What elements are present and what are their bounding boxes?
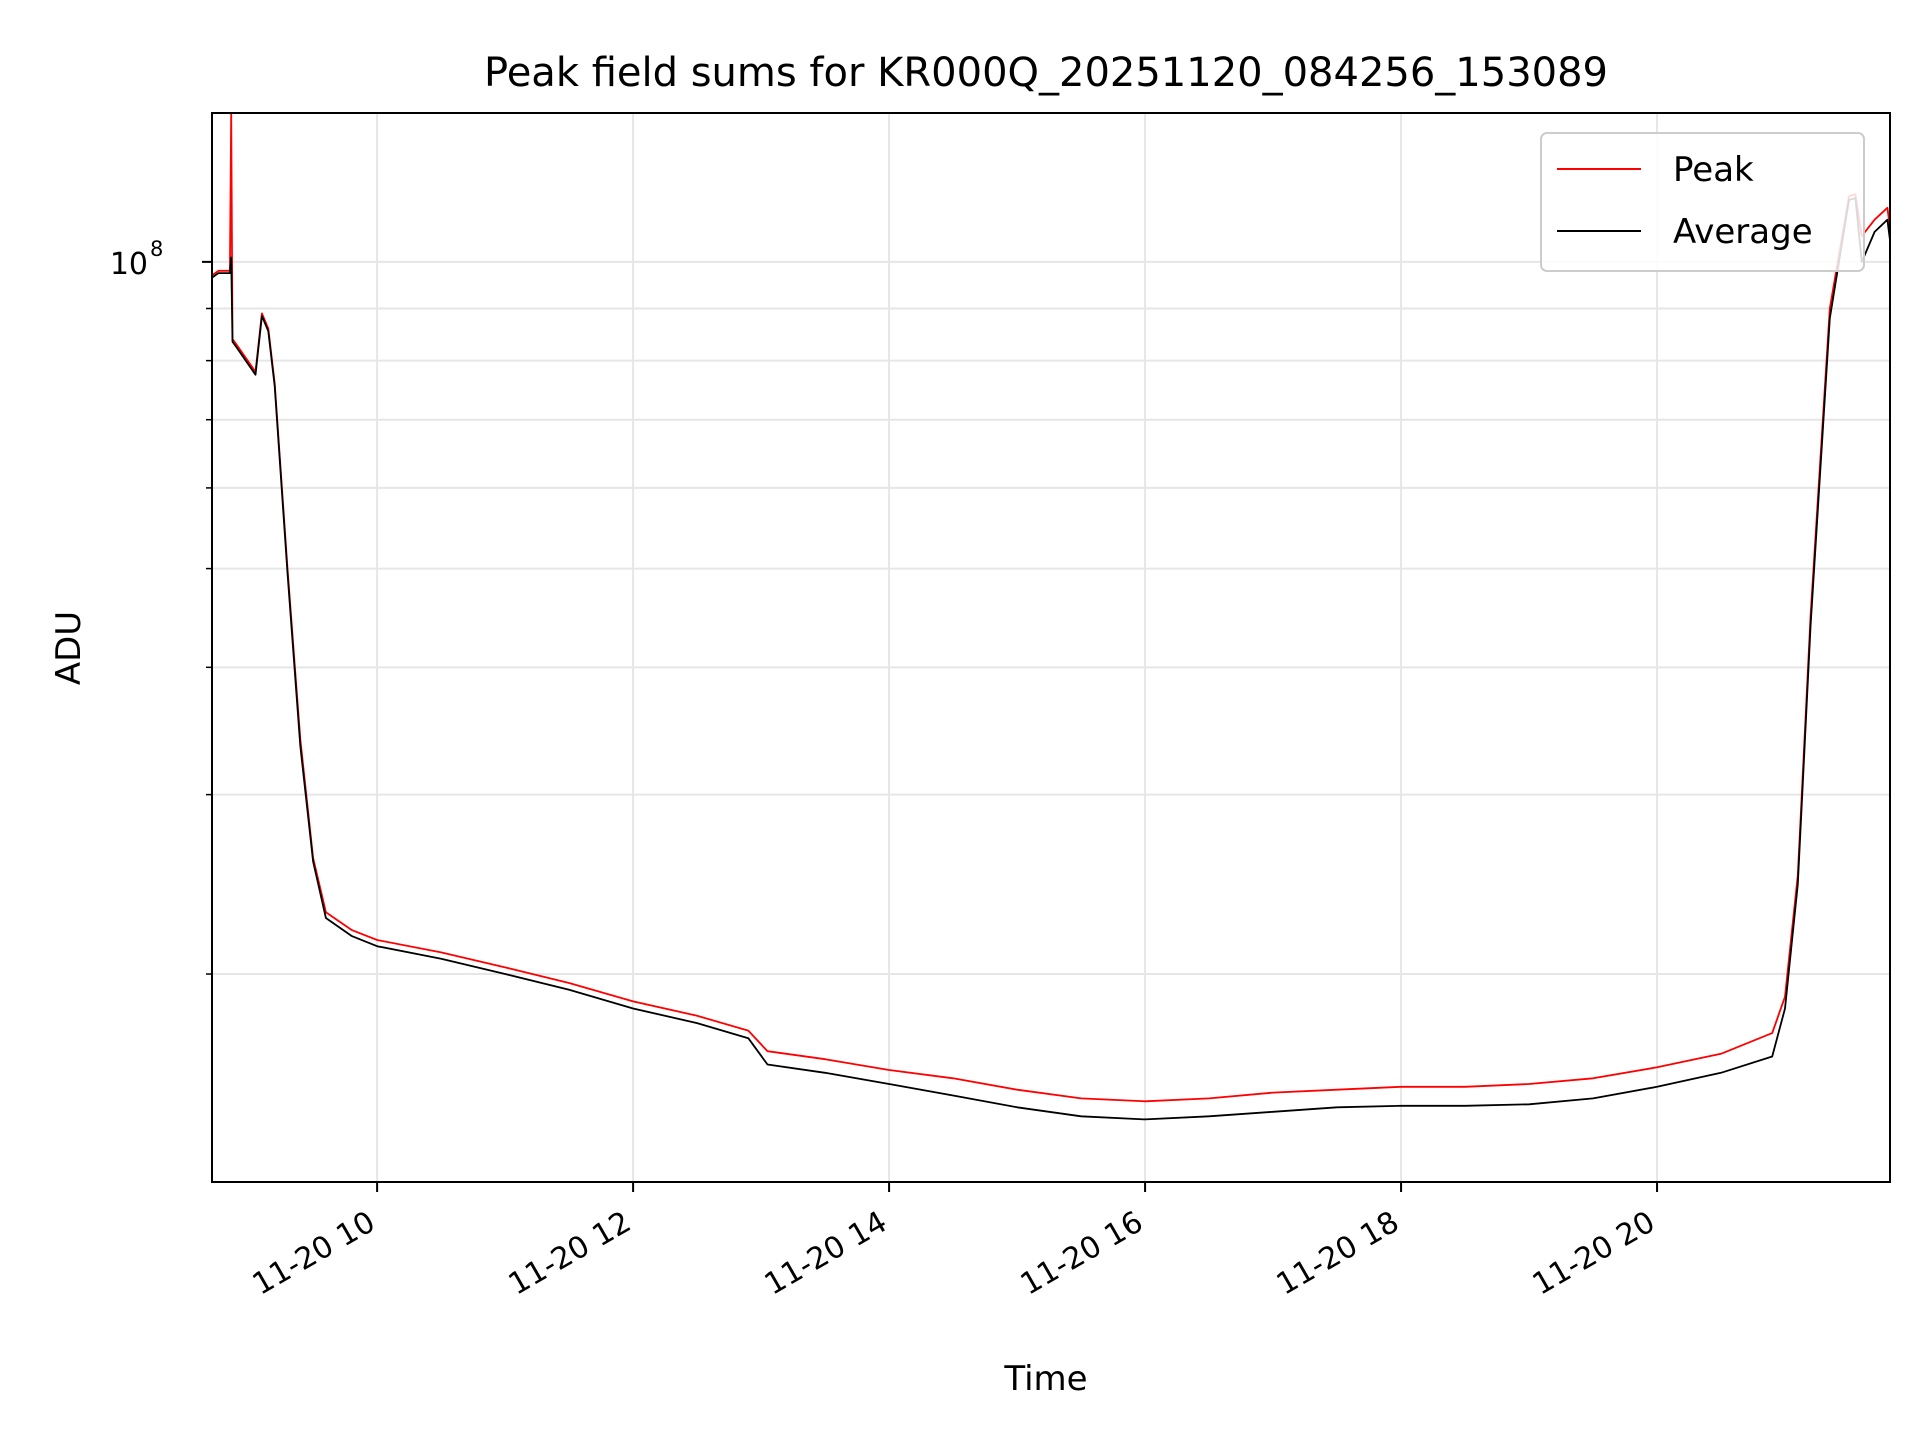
y-axis-label: ADU	[49, 611, 89, 685]
average-series-line	[212, 197, 1890, 1121]
chart-title: Peak field sums for KR000Q_20251120_0842…	[484, 50, 1608, 96]
legend: Peak Average	[1540, 132, 1865, 272]
series-layer	[212, 113, 1890, 1121]
legend-box	[1540, 132, 1865, 272]
y-major-tick-base: 10	[110, 247, 148, 282]
plot-frame	[211, 112, 1891, 1183]
y-major-tick-label: 10	[110, 247, 148, 282]
grid	[212, 113, 1890, 1182]
y-axis: 10 8	[110, 237, 212, 975]
legend-average-label: Average	[1673, 212, 1813, 252]
y-major-tick-exponent: 8	[150, 237, 163, 261]
x-axis-label: Time	[1003, 1359, 1087, 1399]
legend-peak-label: Peak	[1673, 150, 1754, 190]
